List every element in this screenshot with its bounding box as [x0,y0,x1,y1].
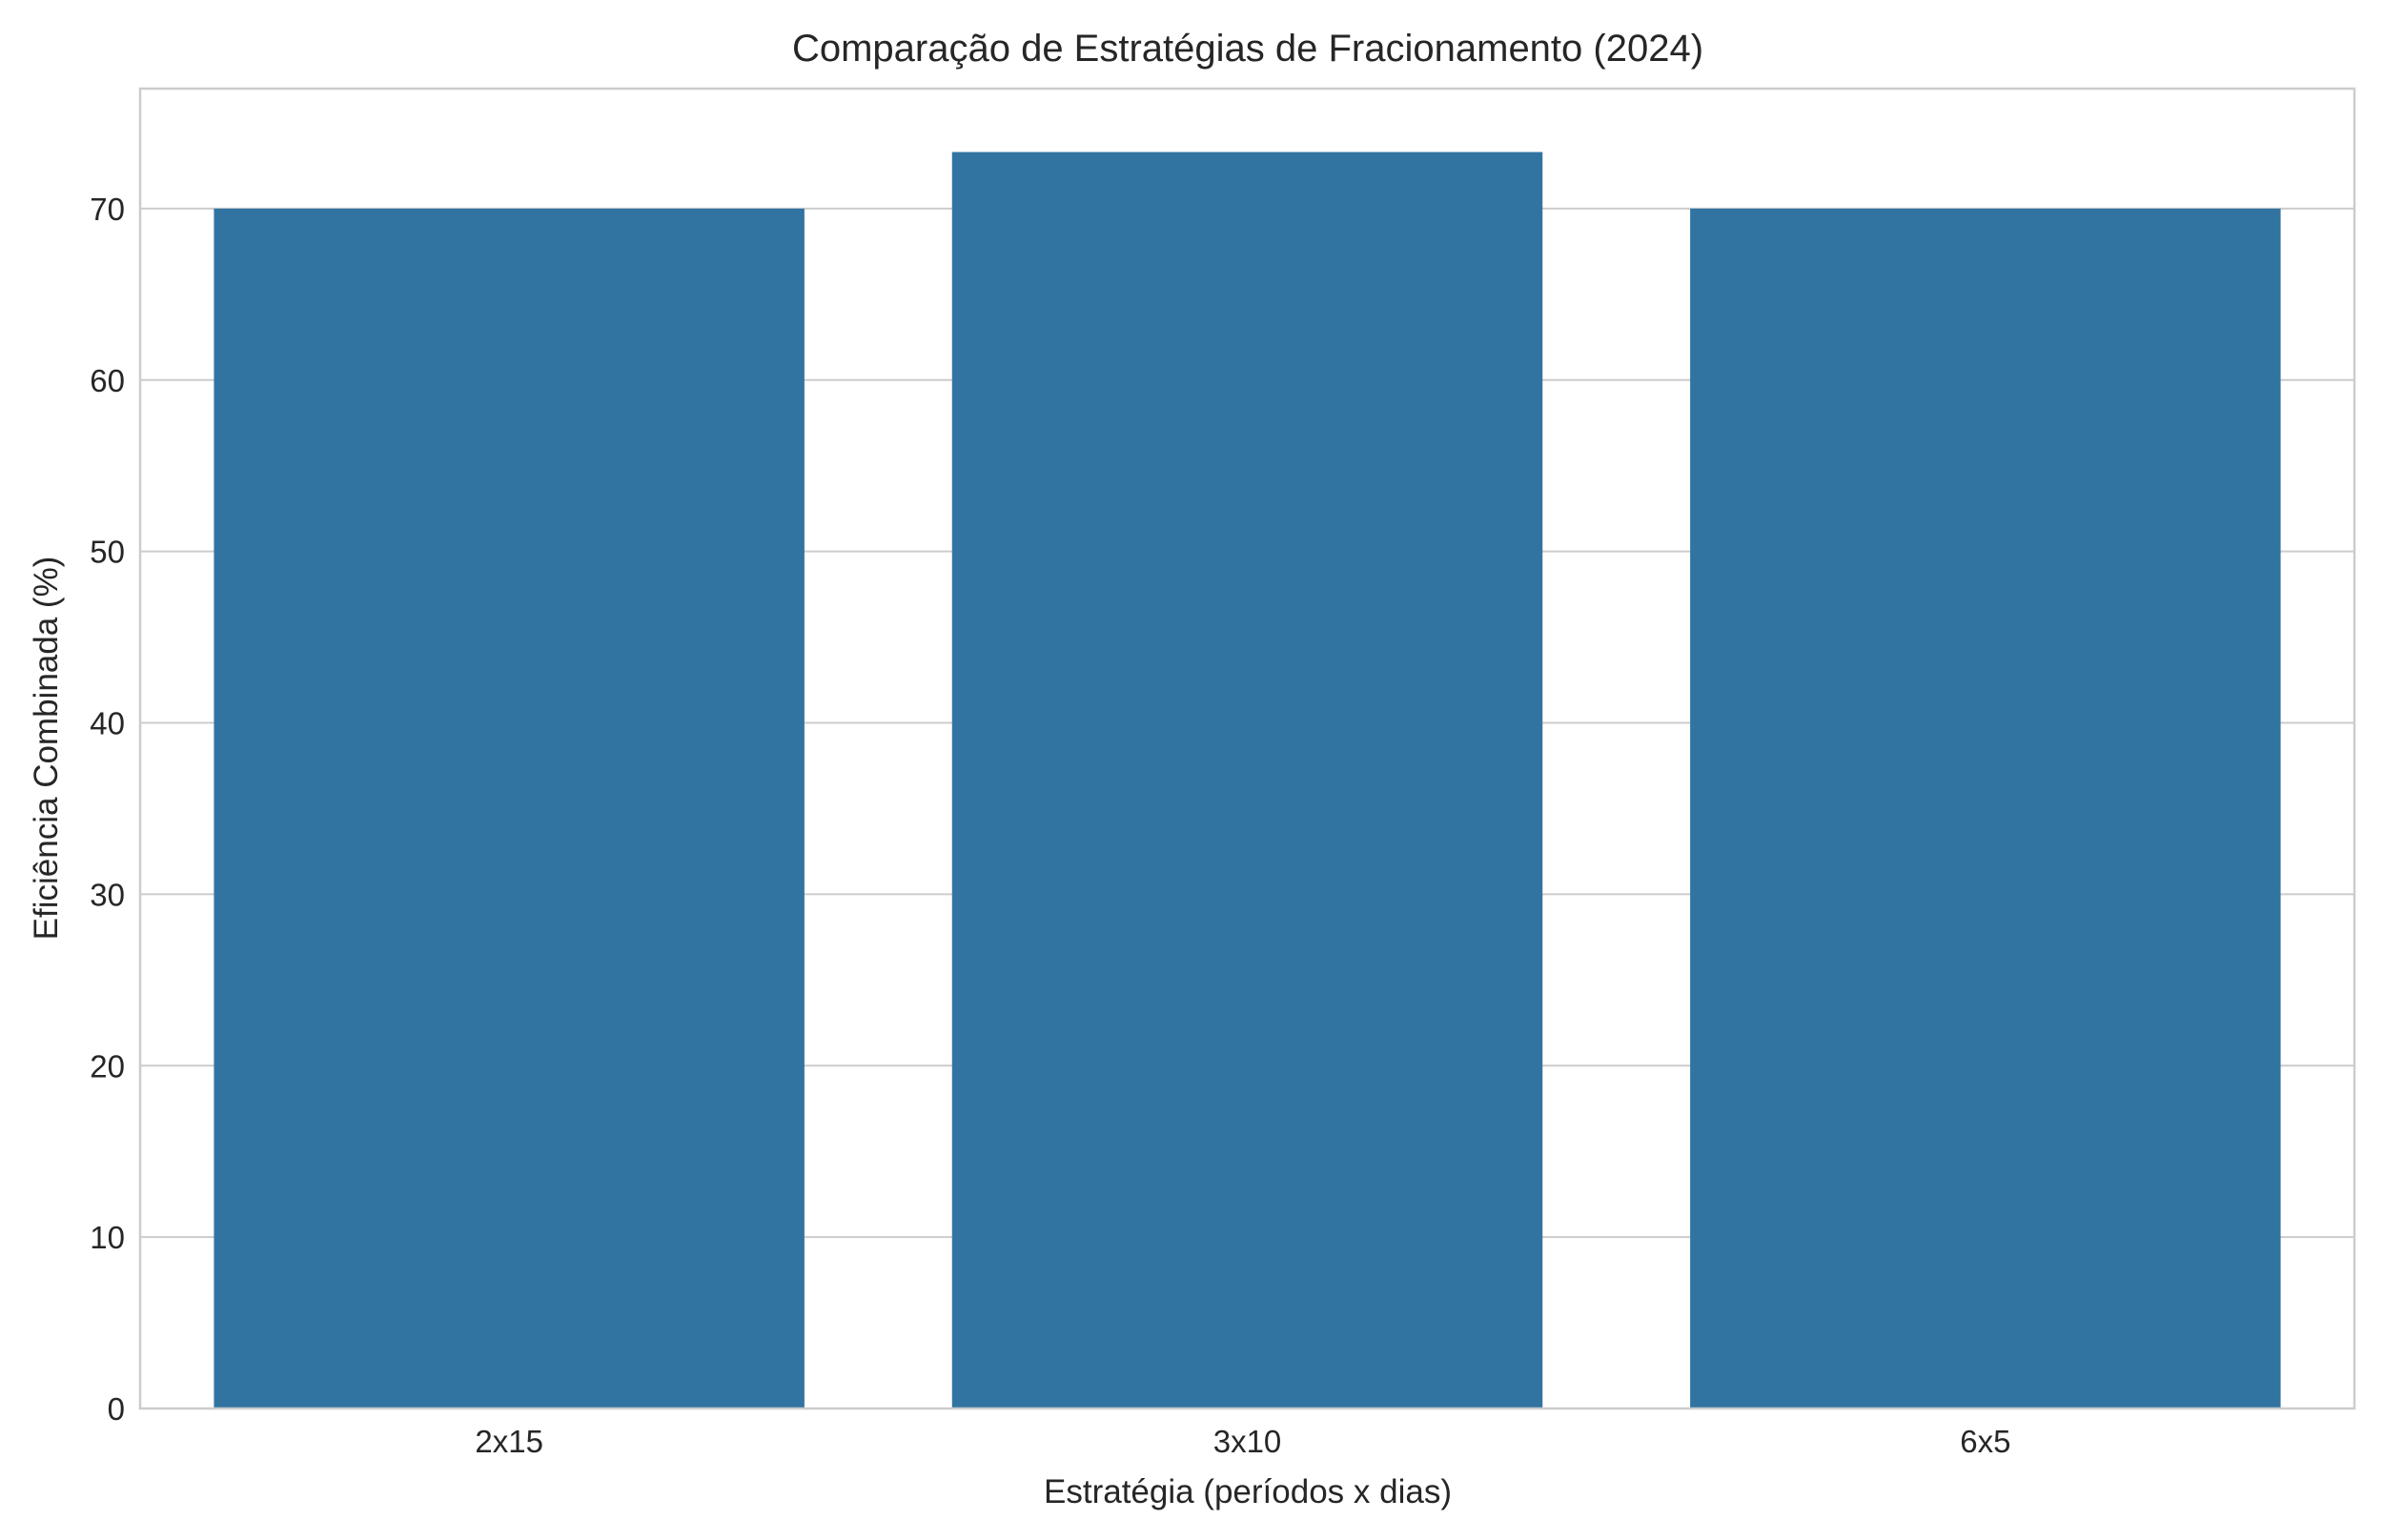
y-tick-label: 40 [90,706,125,741]
y-tick-label: 0 [108,1391,125,1427]
bar-6x5 [1690,208,2281,1409]
bar-2x15 [214,208,805,1409]
y-tick-labels: 0 10 20 30 40 50 60 70 [90,192,125,1427]
y-tick-label: 50 [90,535,125,570]
bars [214,152,2281,1409]
y-axis-label: Eficiência Combinada (%) [28,557,65,941]
plot-frame [138,87,2356,1410]
y-tick-label: 10 [90,1220,125,1255]
chart-title: Comparação de Estratégias de Fracionamen… [792,28,1703,70]
bar-3x10 [951,152,1543,1408]
x-tick-label: 6x5 [1960,1424,2010,1459]
y-tick-label: 30 [90,877,125,912]
y-tick-label: 70 [90,192,125,227]
x-axis-label: Estratégia (períodos x dias) [1044,1473,1452,1510]
y-tick-label: 20 [90,1048,125,1084]
x-tick-labels: 2x15 3x10 6x5 [475,1424,2010,1459]
x-tick-label: 3x10 [1213,1424,1282,1459]
y-tick-label: 60 [90,363,125,398]
x-tick-label: 2x15 [475,1424,543,1459]
